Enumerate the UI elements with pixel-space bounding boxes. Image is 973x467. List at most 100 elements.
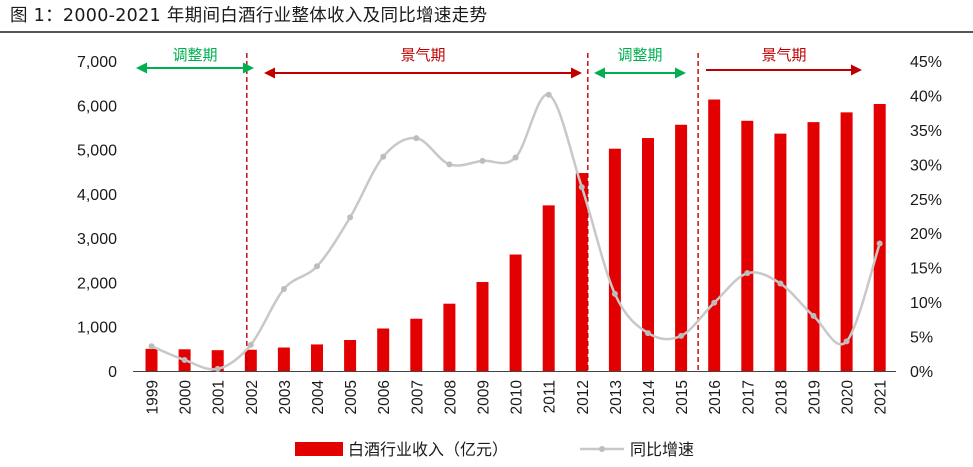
revenue-bar xyxy=(840,112,853,371)
growth-point xyxy=(678,332,685,339)
growth-point xyxy=(446,161,453,168)
revenue-bar xyxy=(774,133,787,371)
revenue-bar xyxy=(145,348,158,371)
phase-annotation: 调整期 xyxy=(136,47,254,74)
x-tick-label: 2017 xyxy=(740,380,757,414)
y-right-tick-label: 35% xyxy=(910,123,942,140)
revenue-bar xyxy=(476,281,489,371)
x-tick-label: 2021 xyxy=(873,380,890,414)
revenue-bar xyxy=(344,340,357,371)
phase-label: 景气期 xyxy=(761,47,806,64)
x-tick-label: 2000 xyxy=(178,380,195,415)
legend-bar-swatch xyxy=(295,442,343,456)
phase-arrowhead xyxy=(594,67,605,79)
phase-annotations: 调整期 景气期 调整期 景气期 xyxy=(136,47,862,79)
growth-point xyxy=(181,356,188,363)
revenue-bar xyxy=(708,99,721,372)
growth-point xyxy=(314,263,320,270)
x-tick-label: 2002 xyxy=(244,380,261,414)
growth-point xyxy=(611,290,618,297)
legend: 白酒行业收入（亿元） 同比增速 xyxy=(295,441,694,459)
y-left-tick-label: 0 xyxy=(108,364,117,381)
revenue-bar xyxy=(244,349,257,371)
x-tick-label: 2008 xyxy=(442,380,459,414)
x-tick-label: 1999 xyxy=(145,380,162,414)
x-tick-label: 2018 xyxy=(773,380,790,414)
x-tick-label: 2007 xyxy=(409,380,426,414)
x-tick-label: 2010 xyxy=(509,380,526,415)
x-tick-label: 2004 xyxy=(310,380,327,415)
growth-point xyxy=(645,330,651,337)
growth-point xyxy=(744,270,751,277)
growth-point xyxy=(479,157,486,164)
y-right-tick-label: 5% xyxy=(910,330,933,347)
revenue-bar xyxy=(642,138,654,371)
phase-arrowhead xyxy=(264,67,275,79)
growth-point xyxy=(413,135,420,142)
growth-point xyxy=(777,280,784,287)
revenue-bar xyxy=(377,328,390,371)
growth-point xyxy=(214,365,221,372)
x-tick-label: 2019 xyxy=(807,380,824,414)
revenue-bars xyxy=(145,99,886,372)
growth-point xyxy=(280,286,287,293)
legend-bar-label: 白酒行业收入（亿元） xyxy=(348,441,508,459)
revenue-bar xyxy=(873,103,886,371)
y-right-tick-label: 25% xyxy=(910,192,942,209)
phase-arrowhead xyxy=(136,62,147,74)
y-right-tick-label: 45% xyxy=(910,54,942,71)
revenue-bar xyxy=(509,254,522,371)
growth-point xyxy=(512,154,519,161)
x-tick-label: 2005 xyxy=(343,380,360,414)
growth-point xyxy=(545,91,552,98)
revenue-bar xyxy=(575,173,588,371)
y-left-tick-label: 1,000 xyxy=(77,320,117,337)
phase-label: 景气期 xyxy=(400,47,445,64)
x-tick-label: 2020 xyxy=(840,380,857,415)
title-rule xyxy=(0,31,973,33)
growth-point xyxy=(578,184,585,191)
phase-annotation: 景气期 xyxy=(264,47,582,79)
growth-line-path xyxy=(151,93,881,371)
y-right-tick-label: 30% xyxy=(910,157,942,174)
y-right-tick-label: 15% xyxy=(910,261,942,278)
x-tick-label: 2001 xyxy=(211,380,228,414)
legend-line-label: 同比增速 xyxy=(630,441,694,459)
growth-point xyxy=(876,240,883,247)
y-right-tick-label: 0% xyxy=(910,364,933,381)
growth-line xyxy=(148,91,883,372)
revenue-bar xyxy=(542,205,555,371)
growth-point xyxy=(810,312,817,319)
growth-point xyxy=(843,338,850,345)
x-tick-label: 2006 xyxy=(376,380,393,414)
growth-point xyxy=(347,214,354,221)
phase-annotation: 调整期 xyxy=(594,47,686,79)
revenue-bar xyxy=(741,120,754,372)
x-tick-label: 2012 xyxy=(575,380,592,414)
y-left-tick-label: 5,000 xyxy=(77,143,117,160)
figure-title: 图 1：2000-2021 年期间白酒行业整体收入及同比增速走势 xyxy=(10,6,488,26)
revenue-bar xyxy=(675,124,688,372)
phase-arrowhead xyxy=(675,67,686,79)
y-left-tick-label: 4,000 xyxy=(77,187,117,204)
growth-point xyxy=(711,299,718,306)
x-tick-label: 2014 xyxy=(641,380,658,415)
y-right-tick-label: 10% xyxy=(910,295,942,312)
phase-label: 调整期 xyxy=(172,47,217,64)
y-left-tick-label: 2,000 xyxy=(77,275,117,292)
revenue-bar xyxy=(608,148,621,371)
revenue-bar xyxy=(277,347,290,371)
axes: 0 1,000 2,000 3,000 4,000 5,000 6,000 7,000 0% 5%… xyxy=(77,54,942,414)
y-right-tick-label: 40% xyxy=(910,88,942,105)
revenue-bar xyxy=(211,350,224,371)
y-left-tick-label: 6,000 xyxy=(77,98,117,115)
revenue-bar xyxy=(443,303,456,371)
phase-annotation: 景气期 xyxy=(706,47,862,76)
phase-arrowhead xyxy=(243,62,254,74)
x-tick-label: 2016 xyxy=(707,380,724,414)
phase-arrowhead xyxy=(571,67,582,79)
phase-dividers xyxy=(246,53,699,371)
phase-arrowhead xyxy=(851,64,862,76)
y-left-tick-label: 7,000 xyxy=(77,54,117,71)
